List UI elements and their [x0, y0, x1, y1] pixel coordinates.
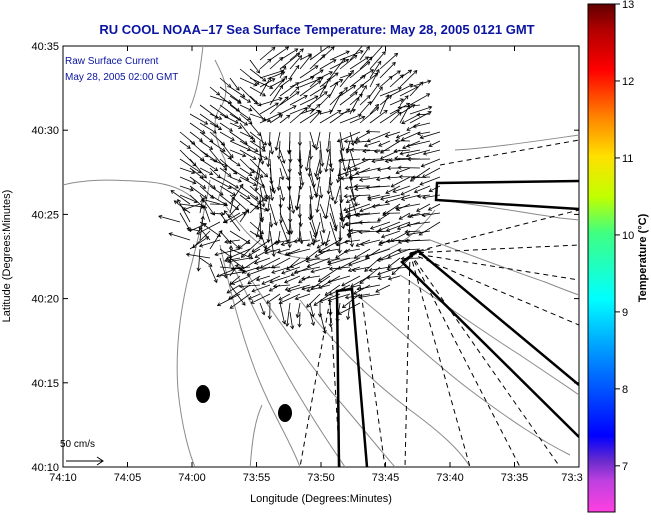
y-axis-label: Latitude (Degrees:Minutes) [1, 190, 13, 323]
colorbar [588, 4, 615, 512]
colorbar-ticks: 13 12 11 10 9 8 7 [615, 0, 634, 473]
plot-area [63, 46, 579, 467]
colorbar-tick-label: 11 [622, 153, 633, 165]
colorbar-tick-label: 9 [622, 307, 628, 319]
y-tick-label: 40:30 [31, 125, 59, 137]
colorbar-label: Temperature (°C) [637, 213, 649, 302]
annotation-line-2: May 28, 2005 02:00 GMT [65, 72, 178, 83]
y-tick-label: 40:35 [31, 41, 59, 53]
y-tick-label: 40:15 [31, 378, 59, 390]
y-tick-label: 40:10 [31, 462, 59, 474]
island-marker [196, 385, 210, 403]
scale-label: 50 cm/s [60, 439, 95, 450]
x-tick-label: 73:35 [501, 472, 529, 484]
colorbar-tick-label: 12 [622, 76, 634, 88]
x-tick-label: 73:3 [561, 472, 582, 484]
x-tick-label: 74:05 [114, 472, 142, 484]
island-marker [278, 404, 292, 422]
x-tick-label: 73:45 [372, 472, 400, 484]
x-tick-label: 73:50 [307, 472, 335, 484]
x-axis-label: Longitude (Degrees:Minutes) [250, 493, 392, 505]
chart-title: RU COOL NOAA–17 Sea Surface Temperature:… [99, 22, 534, 37]
y-tick-label: 40:25 [31, 209, 59, 221]
x-tick-label: 74:00 [178, 472, 206, 484]
x-tick-label: 73:55 [243, 472, 271, 484]
y-tick-label: 40:20 [31, 294, 59, 306]
colorbar-tick-label: 10 [622, 230, 634, 242]
colorbar-tick-label: 13 [622, 0, 634, 11]
annotation-line-1: Raw Surface Current [65, 56, 159, 67]
x-tick-label: 73:40 [436, 472, 464, 484]
colorbar-tick-label: 8 [622, 384, 628, 396]
colorbar-tick-label: 7 [622, 461, 628, 473]
